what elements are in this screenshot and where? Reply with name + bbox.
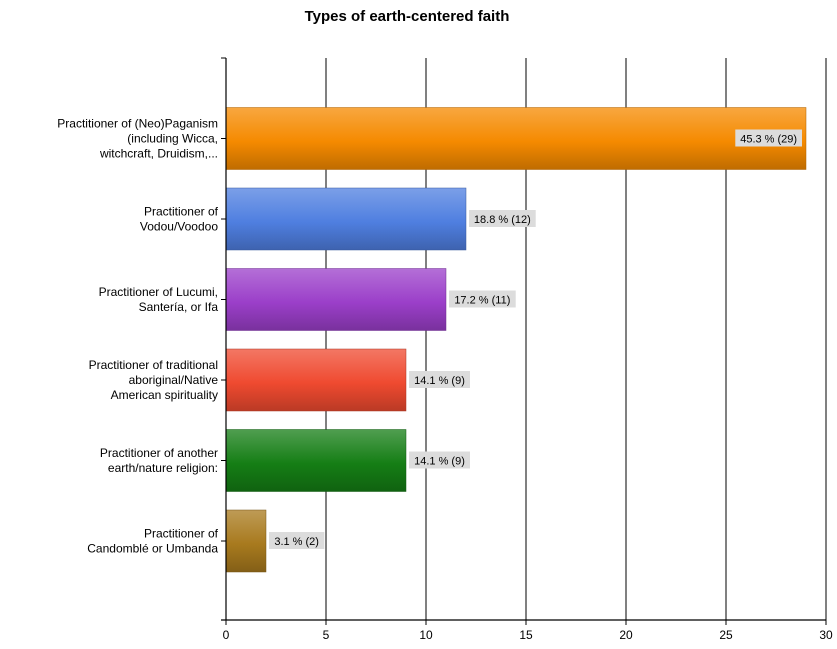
bar (225, 187, 467, 251)
axes (221, 57, 827, 625)
data-label-bg (735, 129, 802, 147)
category-label: Practitioner of Candomblé or Umbanda (87, 527, 218, 556)
data-label: 14.1 % (9) (414, 375, 465, 387)
data-label: 17.2 % (11) (454, 295, 510, 307)
category-label: Practitioner of Vodou/Voodoo (140, 205, 219, 234)
x-tick-label: 15 (519, 628, 533, 642)
bar (225, 268, 447, 331)
x-tick-label: 30 (819, 628, 833, 642)
bars (225, 107, 807, 573)
data-label-bg (449, 290, 516, 308)
data-label: 3.1 % (2) (274, 536, 319, 548)
data-label: 14.1 % (9) (414, 456, 465, 468)
data-label: 45.3 % (29) (740, 134, 797, 146)
data-label-bg (409, 451, 470, 469)
x-tick-label: 25 (719, 628, 733, 642)
data-label-bg (269, 532, 325, 549)
labels: 45.3 % (29) Practitioner of (Neo)Paganism… (57, 117, 833, 643)
x-tick-label: 5 (323, 628, 330, 642)
data-label: 18.8 % (12) (474, 214, 531, 226)
bar (225, 348, 407, 412)
category-label: Practitioner of (Neo)Paganism (including … (57, 117, 218, 161)
category-label: Practitioner of Lucumi, Santería, or Ifa (99, 285, 219, 314)
data-label-bg (409, 371, 470, 388)
bar (225, 429, 407, 492)
x-tick-label: 10 (419, 628, 433, 642)
x-tick-label: 0 (223, 628, 230, 642)
category-label: Practitioner of traditional aboriginal/Na… (89, 358, 219, 402)
category-label: Practitioner of another earth/nature reli… (100, 446, 218, 475)
chart-title: Types of earth-centered faith (305, 8, 510, 25)
bar (225, 509, 267, 573)
data-label-bg (469, 210, 536, 227)
bar (225, 107, 807, 170)
x-tick-label: 20 (619, 628, 633, 642)
